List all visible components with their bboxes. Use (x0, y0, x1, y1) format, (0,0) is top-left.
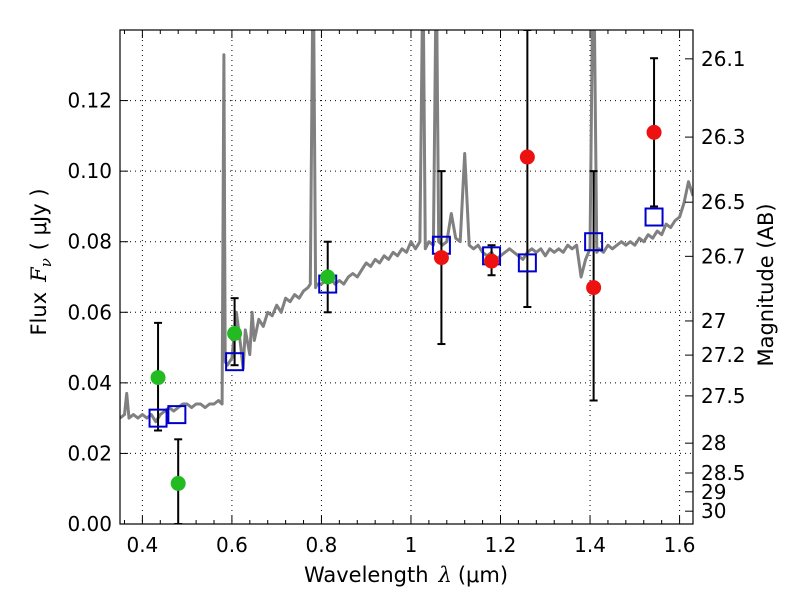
y-axis-title-units: ( μJy ) (27, 188, 51, 250)
marker-layer (148, 124, 664, 491)
magnitude-axis-title: Magnitude (AB) (754, 203, 778, 366)
observed-point-red (484, 253, 500, 269)
x-axis-title: Wavelength λ (μm) (304, 563, 508, 587)
template-sed-layer (120, 30, 693, 424)
y-axis-ticks: 0.00 0.02 0.04 0.06 0.08 0.10 0.12 (67, 89, 128, 536)
y-tick-label: 0.10 (67, 159, 112, 183)
y-axis-title: Flux Fν ( μJy ) (27, 188, 55, 335)
magnitude-tick-label: 28 (701, 431, 726, 455)
x-axis-title-symbol: λ (438, 563, 452, 587)
y-tick-label: 0.00 (67, 512, 112, 536)
model-photometry-square (584, 232, 604, 252)
model-photometry-square (167, 405, 187, 425)
y-tick-label: 0.02 (67, 441, 112, 465)
x-axis-title-prefix: Wavelength (304, 563, 429, 587)
y-tick-label: 0.06 (67, 300, 112, 324)
observed-point-red (519, 149, 535, 165)
x-axis-title-units: (μm) (458, 563, 508, 587)
y-axis-title-prefix: Flux (27, 292, 51, 336)
observed-point-green (150, 370, 166, 386)
y-tick-label: 0.04 (67, 371, 112, 395)
model-photometry-square (644, 207, 664, 227)
magnitude-tick-label: 29 (701, 480, 726, 504)
observed-point-red (646, 124, 662, 140)
magnitude-tick-label: 28.5 (701, 461, 746, 485)
x-tick-label: 1 (405, 533, 418, 557)
y-tick-label: 0.12 (67, 89, 112, 113)
model-photometry-square (517, 253, 537, 273)
x-tick-label: 0.4 (126, 533, 158, 557)
plot-frame (119, 29, 694, 525)
observed-point-red (433, 250, 449, 266)
magnitude-tick-label: 26.5 (701, 190, 746, 214)
x-tick-label: 1.6 (664, 533, 696, 557)
magnitude-tick-label: 26.7 (701, 244, 746, 268)
y-tick-label: 0.08 (67, 230, 112, 254)
magnitude-tick-label: 27 (701, 309, 726, 333)
observed-point-green (227, 325, 243, 341)
x-tick-label: 0.8 (306, 533, 338, 557)
magnitude-tick-label: 26.1 (701, 47, 746, 71)
magnitude-tick-label: 26.3 (701, 125, 746, 149)
y-axis-title-subscript: ν (37, 258, 55, 267)
magnitude-tick-label: 27.2 (701, 343, 746, 367)
magnitude-tick-label: 27.5 (701, 384, 746, 408)
observed-point-red (586, 280, 602, 296)
plot-background (120, 30, 693, 524)
observed-point-green (320, 269, 336, 285)
x-tick-label: 1.4 (574, 533, 606, 557)
model-photometry-square (225, 352, 245, 372)
x-axis-ticks: 0.4 0.6 0.8 1 1.2 1.4 1.6 (123, 30, 696, 557)
model-photometry-square (148, 408, 168, 428)
y-axis-title-symbol: F (27, 266, 51, 283)
grid-lines (120, 30, 693, 524)
x-tick-label: 0.6 (216, 533, 248, 557)
magnitude-tick-label: 30 (701, 499, 726, 523)
plot-area (120, 30, 693, 524)
x-tick-label: 1.2 (485, 533, 517, 557)
observed-point-green (170, 475, 186, 491)
template-sed-line (120, 30, 693, 424)
